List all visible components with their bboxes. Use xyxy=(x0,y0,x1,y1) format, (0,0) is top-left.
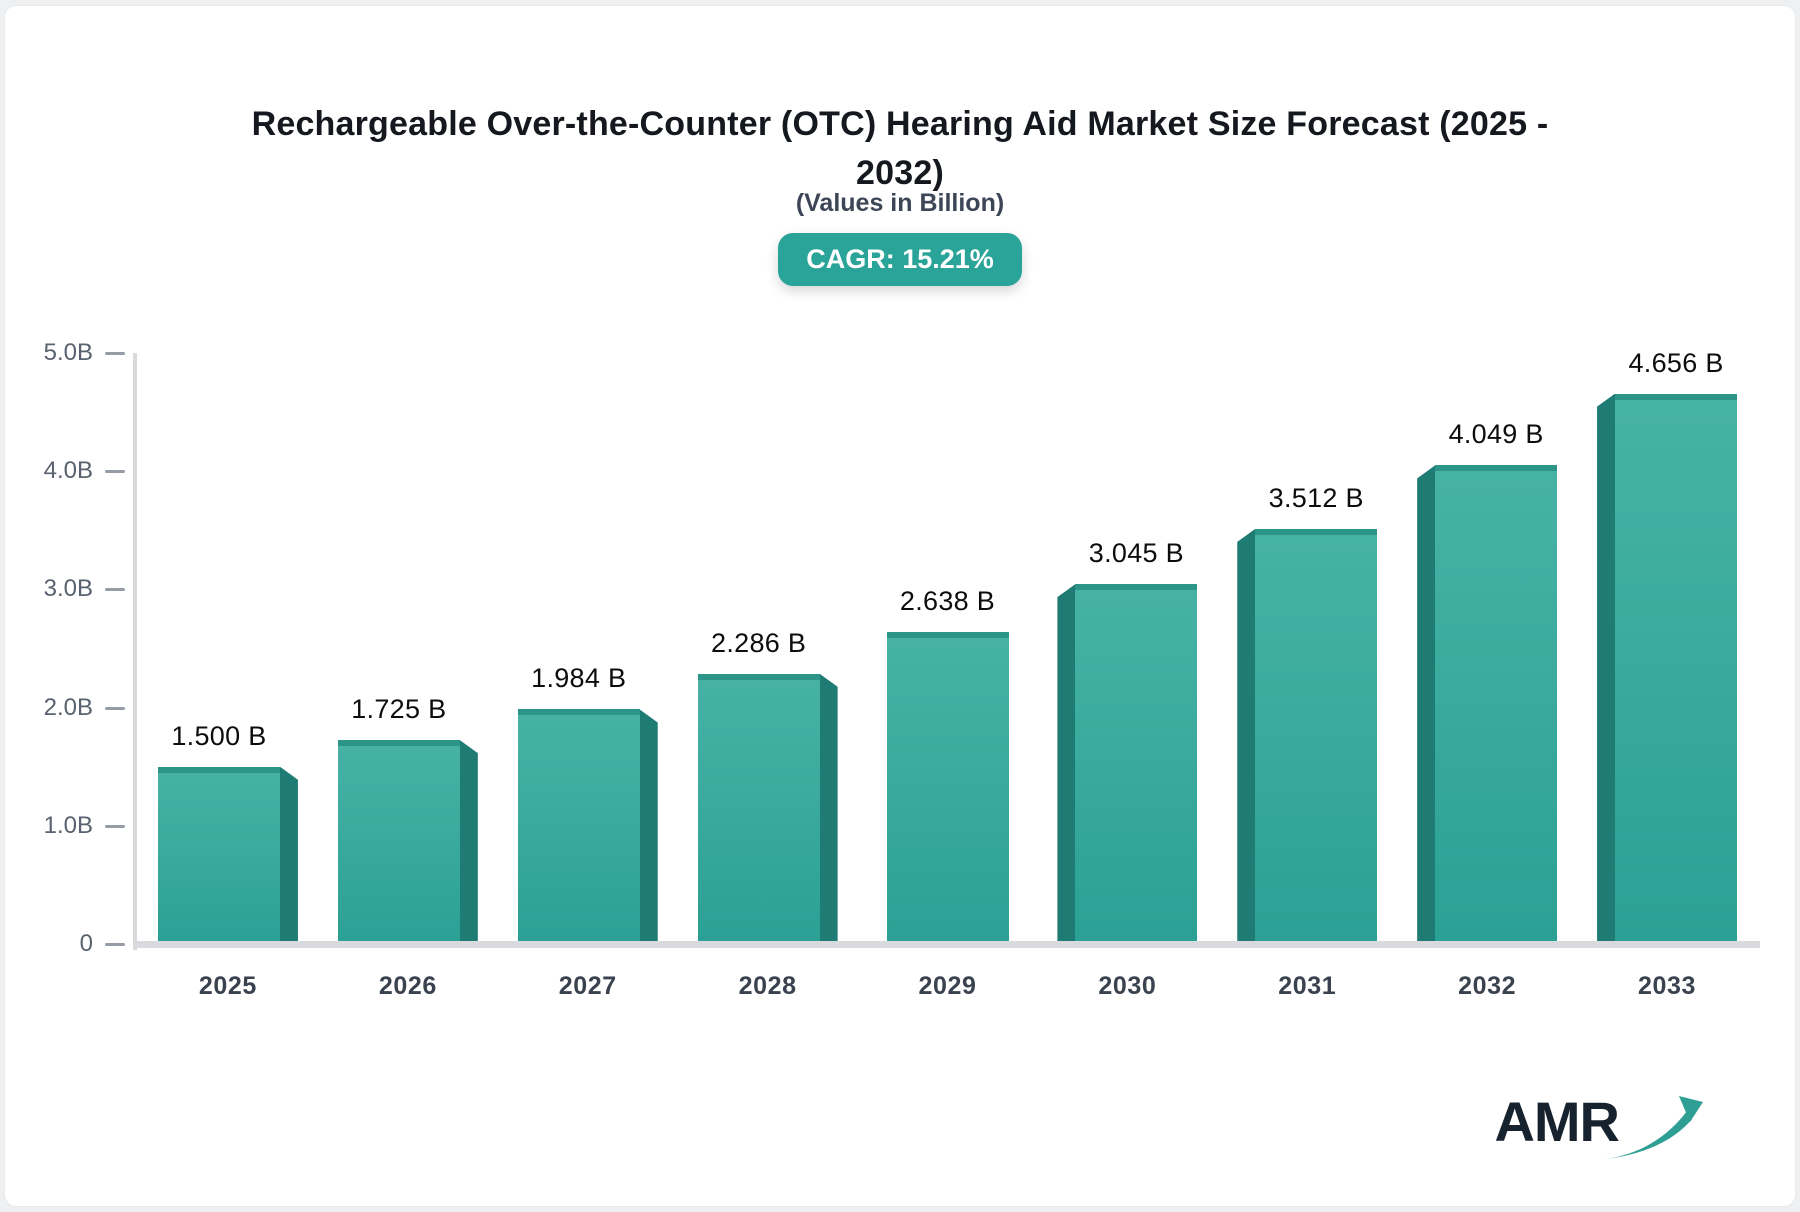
x-tick-label: 2031 xyxy=(1278,972,1337,1000)
bar-side-3d xyxy=(639,709,658,944)
amr-logo-text: AMR xyxy=(1494,1090,1620,1153)
bar-side-3d xyxy=(459,740,478,944)
y-axis-line xyxy=(133,353,137,950)
chart-title: Rechargeable Over-the-Counter (OTC) Hear… xyxy=(251,105,1549,192)
bar-2031[interactable] xyxy=(1255,528,1378,944)
bar-value-label: 3.045 B xyxy=(1088,538,1184,569)
y-tick-label: 5.0B xyxy=(43,339,93,366)
chart-subtitle: (Values in Billion) xyxy=(795,189,1005,217)
chart-card: Rechargeable Over-the-Counter (OTC) Hear… xyxy=(4,5,1796,1207)
bar-value-label: 4.049 B xyxy=(1448,419,1544,450)
bar-chart-plot: 5.0B 4.0B 3.0B 2.0B 1.0B 0 1.500 B 2025 1.725 B 2… xyxy=(5,6,1795,1206)
bar-side-3d xyxy=(1237,528,1256,944)
bar-value-label: 4.656 B xyxy=(1628,347,1724,378)
bar-side-3d xyxy=(819,673,838,944)
bar-value-label: 2.286 B xyxy=(711,627,807,658)
bar-2030[interactable] xyxy=(1075,584,1198,944)
bar-side-3d xyxy=(1057,584,1076,944)
y-tick-dash xyxy=(105,470,125,474)
x-tick-label: 2030 xyxy=(1098,972,1157,1000)
bar-value-label: 1.984 B xyxy=(531,663,627,694)
x-tick-label: 2025 xyxy=(198,972,257,1000)
bar-2028[interactable] xyxy=(697,673,820,944)
bar-side-3d xyxy=(1597,393,1616,944)
bar-top-edge xyxy=(517,709,640,716)
amr-logo: AMR xyxy=(1494,1091,1703,1167)
bar-top-edge xyxy=(697,673,820,680)
bar-2027[interactable] xyxy=(517,709,640,944)
y-tick-dash xyxy=(105,352,125,355)
bar-2029[interactable] xyxy=(886,632,1009,944)
x-tick-label: 2028 xyxy=(738,972,797,1000)
y-tick-dash xyxy=(105,706,125,710)
y-tick-label: 1.0B xyxy=(43,811,93,839)
bar-value-label: 1.725 B xyxy=(351,694,447,725)
y-tick-dash xyxy=(105,824,125,828)
growth-arrow-icon xyxy=(1605,1096,1703,1159)
y-tick-label: 4.0B xyxy=(43,457,93,485)
cagr-badge-row: CAGR: 15.21% xyxy=(5,233,1795,286)
x-tick-label: 2033 xyxy=(1638,972,1697,1000)
y-tick-label: 0 xyxy=(79,930,93,957)
bar-value-label: 2.638 B xyxy=(899,586,996,617)
bar-side-3d xyxy=(1417,465,1436,944)
bar-2033[interactable] xyxy=(1615,393,1738,944)
x-tick-label: 2026 xyxy=(378,972,437,1000)
x-axis-baseline xyxy=(133,941,1760,948)
bar-2025[interactable] xyxy=(157,766,280,944)
x-tick-label: 2029 xyxy=(918,972,977,1000)
bar-top-edge xyxy=(157,766,280,773)
bar-top-edge xyxy=(886,632,1009,639)
bar-value-label: 1.500 B xyxy=(171,720,267,751)
x-tick-label: 2027 xyxy=(558,972,617,1000)
y-tick-label: 3.0B xyxy=(43,575,93,603)
bar-value-label: 3.512 B xyxy=(1268,482,1364,513)
bar-top-edge xyxy=(1435,465,1558,472)
bar-2032[interactable] xyxy=(1435,465,1558,944)
bar-2026[interactable] xyxy=(337,740,460,944)
cagr-badge: CAGR: 15.21% xyxy=(778,233,1022,286)
y-tick-dash xyxy=(105,588,125,592)
y-tick-label: 2.0B xyxy=(43,693,93,721)
bar-top-edge xyxy=(337,740,460,747)
x-tick-label: 2032 xyxy=(1458,972,1517,1000)
bar-top-edge xyxy=(1615,393,1738,400)
bar-side-3d xyxy=(279,766,298,944)
bar-top-edge xyxy=(1255,528,1378,535)
y-tick-dash xyxy=(105,943,125,946)
bar-top-edge xyxy=(1075,584,1198,591)
